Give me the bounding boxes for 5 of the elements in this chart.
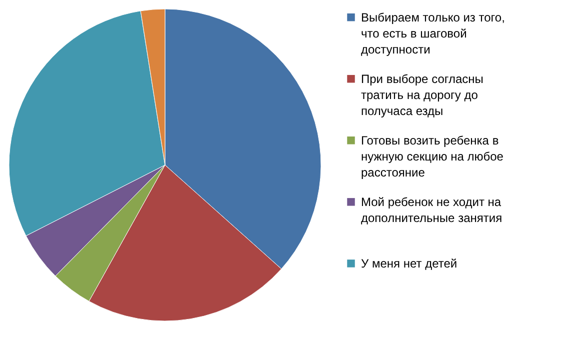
legend-label: Выбираем только из того, что есть в шаговой доступности (361, 10, 505, 56)
legend-label: Мой ребенок не ходит на дополнительные занятия (361, 194, 502, 225)
legend-label: Готовы возить ребенка в нужную секцию на любое расстояние (361, 133, 504, 180)
legend-label: У меня нет детей (361, 256, 458, 270)
legend-label: При выборе согласны тратить на дорогу до получаса езды (361, 72, 484, 118)
